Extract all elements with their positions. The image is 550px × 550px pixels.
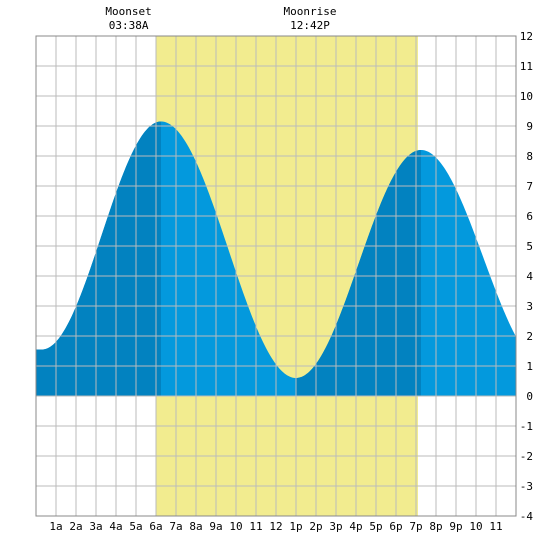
x-tick-label: 9a <box>209 520 222 533</box>
x-tick-label: 9p <box>449 520 462 533</box>
x-tick-label: 8a <box>189 520 202 533</box>
x-tick-label: 10 <box>229 520 242 533</box>
y-tick-label: 4 <box>526 270 533 283</box>
x-tick-label: 6a <box>149 520 162 533</box>
x-tick-label: 5p <box>369 520 382 533</box>
y-tick-label: 12 <box>520 30 533 43</box>
tide-area-dark-0 <box>36 121 161 396</box>
grid-lines <box>36 35 516 517</box>
plot-frame <box>35 35 517 517</box>
y-tick-label: 8 <box>526 150 533 163</box>
y-tick-label: 2 <box>526 330 533 343</box>
tide-area-dark-1 <box>296 150 421 396</box>
y-tick-label: 10 <box>520 90 533 103</box>
y-tick-label: -2 <box>520 450 533 463</box>
x-tick-label: 7a <box>169 520 182 533</box>
x-tick-label: 7p <box>409 520 422 533</box>
x-tick-label: 3a <box>89 520 102 533</box>
x-tick-label: 1a <box>49 520 62 533</box>
x-tick-label: 10 <box>469 520 482 533</box>
y-tick-label: 5 <box>526 240 533 253</box>
x-tick-label: 2a <box>69 520 82 533</box>
y-tick-label: 11 <box>520 60 533 73</box>
y-tick-label: 9 <box>526 120 533 133</box>
x-tick-label: 11 <box>249 520 262 533</box>
x-tick-label: 8p <box>429 520 442 533</box>
annotation-title: Moonrise <box>284 5 337 18</box>
x-axis-labels: 1a 2a 3a 4a 5a 6a 7a 8a 9a 10 11 12 1p 2p 3p 4p 5p 6p 7p 8p… <box>49 520 502 533</box>
x-tick-label: 5a <box>129 520 142 533</box>
y-tick-label: -3 <box>520 480 533 493</box>
annotation-time: 03:38A <box>109 19 149 32</box>
annotation-time: 12:42P <box>290 19 330 32</box>
x-tick-label: 4a <box>109 520 122 533</box>
x-tick-label: 1p <box>289 520 302 533</box>
x-tick-label: 11 <box>489 520 502 533</box>
y-tick-label: 7 <box>526 180 533 193</box>
y-tick-label: 0 <box>526 390 533 403</box>
y-tick-label: 3 <box>526 300 533 313</box>
x-tick-label: 3p <box>329 520 342 533</box>
x-tick-label: 6p <box>389 520 402 533</box>
x-tick-label: 12 <box>269 520 282 533</box>
x-tick-label: 2p <box>309 520 322 533</box>
y-tick-label: 1 <box>526 360 533 373</box>
y-tick-label: 6 <box>526 210 533 223</box>
y-tick-label: -1 <box>520 420 533 433</box>
annotation-title: Moonset <box>105 5 151 18</box>
y-tick-label: -4 <box>520 510 534 523</box>
x-tick-label: 4p <box>349 520 362 533</box>
